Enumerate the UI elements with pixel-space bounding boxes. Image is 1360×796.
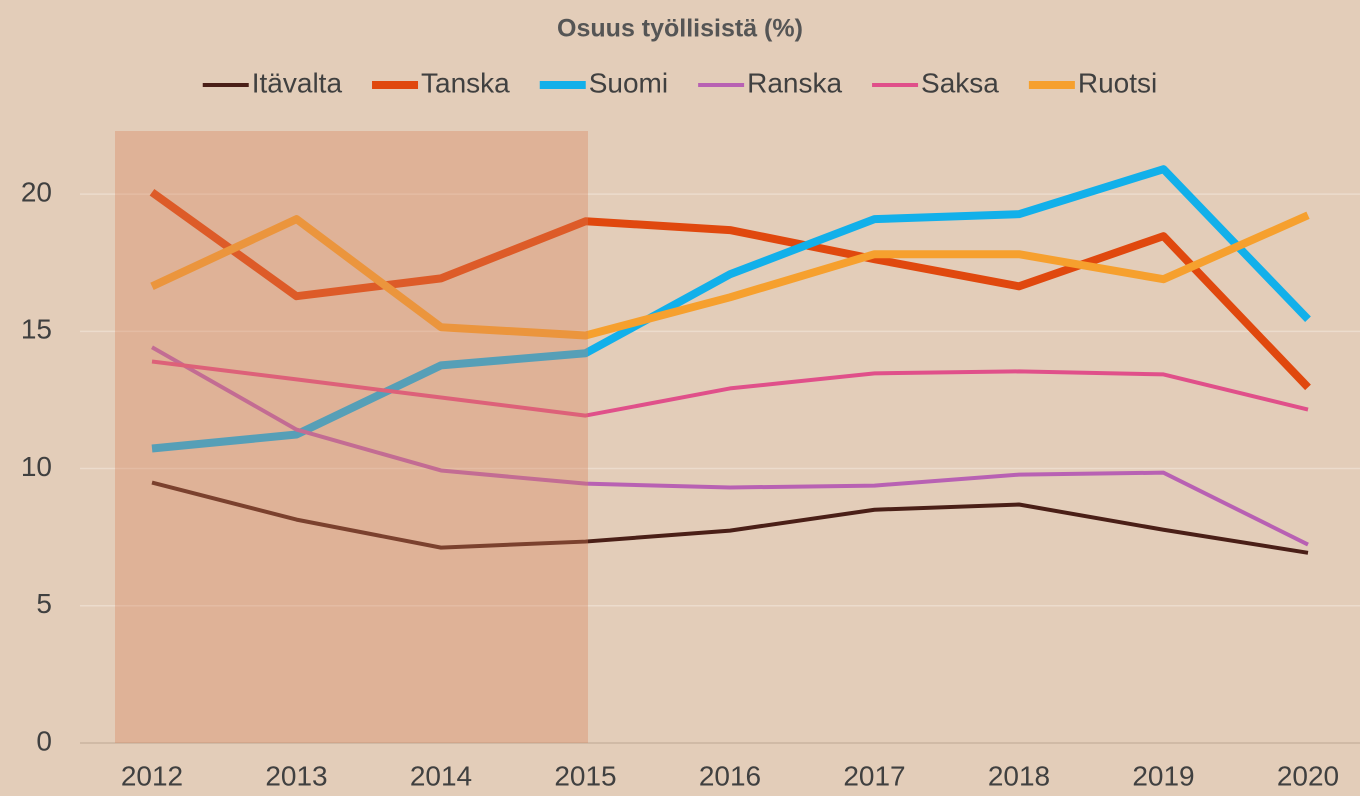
x-tick-label: 2018 bbox=[988, 760, 1050, 791]
chart-title: Osuus työllisistä (%) bbox=[557, 15, 803, 43]
grid bbox=[80, 193, 1360, 744]
x-tick-label: 2014 bbox=[410, 760, 472, 791]
y-tick-label: 20 bbox=[21, 177, 52, 208]
legend-label: Tanska bbox=[421, 67, 510, 98]
y-tick-label: 10 bbox=[21, 451, 52, 482]
x-tick-label: 2016 bbox=[699, 760, 761, 791]
x-tick-label: 2015 bbox=[554, 760, 616, 791]
x-tick-label: 2019 bbox=[1132, 760, 1194, 791]
x-tick-label: 2012 bbox=[121, 760, 183, 791]
legend: Itävalta Tanska Suomi Ranska Saksa Ruotsi bbox=[202, 67, 1157, 98]
x-tick-label: 2013 bbox=[265, 760, 327, 791]
x-tick-label: 2017 bbox=[843, 760, 905, 791]
series-line bbox=[150, 211, 1310, 340]
series-line bbox=[151, 480, 1309, 555]
legend-label: Ranska bbox=[747, 67, 842, 98]
legend-label: Suomi bbox=[589, 67, 668, 98]
x-tick-label: 2020 bbox=[1277, 760, 1339, 791]
lines bbox=[149, 165, 1311, 555]
y-tick-label: 15 bbox=[21, 314, 52, 345]
highlight-region bbox=[115, 131, 588, 743]
series-line bbox=[151, 359, 1309, 418]
y-tick-label: 5 bbox=[36, 588, 52, 619]
series-line bbox=[151, 345, 1309, 547]
legend-label: Ruotsi bbox=[1078, 67, 1157, 98]
series-line bbox=[151, 165, 1311, 453]
legend-label: Itävalta bbox=[252, 67, 343, 98]
legend-label: Saksa bbox=[921, 67, 999, 98]
y-tick-label: 0 bbox=[36, 725, 52, 756]
series-line bbox=[149, 188, 1311, 391]
labels: 0 5 10 15 20 2012 2013 2014 2015 2016 2017 2018 2019… bbox=[21, 177, 1339, 792]
